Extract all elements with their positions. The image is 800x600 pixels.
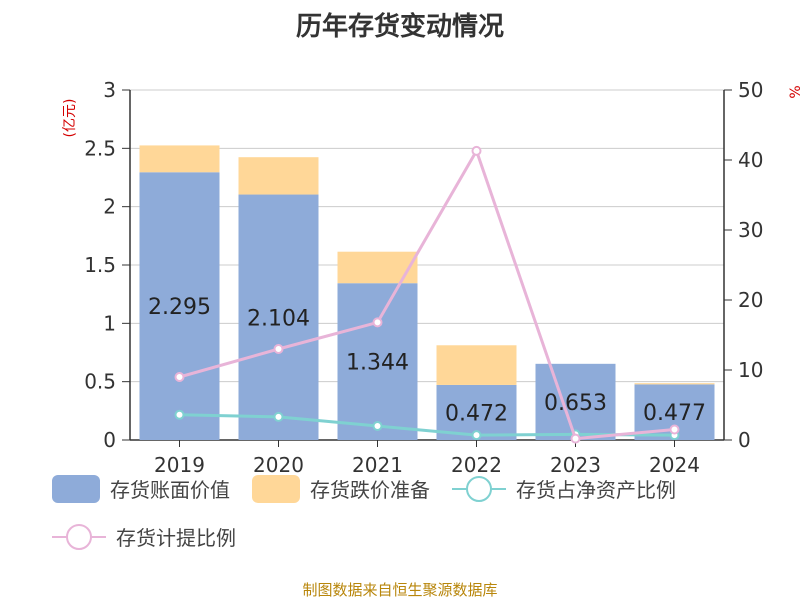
left-axis-tick-label: 0.5: [84, 370, 116, 394]
right-axis-tick-label: 10: [738, 358, 763, 382]
chart-title: 历年存货变动情况: [295, 12, 504, 42]
point-net-asset-ratio: [372, 421, 383, 431]
legend-row-1: 存货账面价值 存货跌价准备 存货占净资产比例: [52, 474, 698, 503]
x-axis-tick-label: 2020: [253, 453, 304, 477]
right-axis-unit-label: %: [788, 85, 800, 98]
right-axis-tick-label: 0: [738, 428, 751, 452]
legend-label-impairment: 存货跌价准备: [310, 478, 430, 502]
bar-impairment: [238, 157, 319, 195]
left-axis-tick-label: 1: [103, 311, 116, 335]
point-net-asset-ratio: [174, 409, 185, 420]
left-axis-tick-label: 0: [103, 428, 116, 452]
line-provision-ratio: [179, 149, 675, 441]
legend-swatch-net-asset-ratio: [452, 475, 506, 503]
legend-row-2: 存货计提比例: [52, 522, 258, 551]
bar-book-value: [139, 172, 220, 440]
right-axis-tick-label: 40: [738, 148, 763, 172]
point-provision-ratio: [273, 344, 284, 354]
legend-swatch-provision-ratio: [52, 523, 106, 551]
legend-item-impairment[interactable]: 存货跌价准备: [252, 474, 430, 503]
right-axis-tick-label: 30: [738, 218, 763, 242]
bar-value-label: 2.104: [247, 306, 310, 331]
legend-label-provision-ratio: 存货计提比例: [116, 526, 236, 550]
left-axis-tick-label: 1.5: [84, 253, 116, 277]
bar-book-value: [238, 194, 319, 440]
x-axis-tick-label: 2022: [451, 453, 502, 477]
legend-label-net-asset-ratio: 存货占净资产比例: [516, 478, 676, 502]
bar-value-label: 0.653: [544, 391, 607, 416]
bar-book-value: [535, 363, 616, 440]
bar-impairment: [436, 345, 517, 385]
legend-item-provision-ratio[interactable]: 存货计提比例: [52, 522, 236, 551]
legend-swatch-book-value: [52, 474, 100, 503]
bar-book-value: [337, 283, 418, 440]
right-axis-tick-label: 50: [738, 78, 763, 102]
bar-impairment: [337, 251, 418, 284]
bar-value-label: 2.295: [148, 295, 211, 320]
right-axis-tick-label: 20: [738, 288, 763, 312]
bar-impairment: [139, 145, 220, 173]
line-net-asset-ratio: [179, 413, 675, 437]
data-source-note: 制图数据来自恒生聚源数据库: [302, 581, 498, 599]
legend-item-book-value[interactable]: 存货账面价值: [52, 474, 230, 503]
bar-value-label: 1.344: [346, 351, 409, 376]
x-axis-tick-label: 2023: [550, 453, 601, 477]
point-provision-ratio: [471, 145, 482, 156]
point-provision-ratio: [669, 424, 680, 435]
legend-label-book-value: 存货账面价值: [110, 478, 230, 502]
bar-value-label: 0.472: [445, 401, 508, 426]
legend-swatch-impairment: [252, 474, 300, 503]
x-axis-tick-label: 2024: [649, 453, 700, 477]
point-provision-ratio: [570, 433, 581, 444]
bar-impairment: [634, 383, 715, 385]
bar-value-label: 0.477: [643, 401, 706, 426]
left-axis-tick-label: 2.5: [84, 136, 116, 160]
point-provision-ratio: [174, 372, 185, 382]
legend-item-net-asset-ratio[interactable]: 存货占净资产比例: [452, 474, 676, 503]
point-net-asset-ratio: [273, 411, 284, 422]
point-provision-ratio: [372, 317, 383, 328]
left-axis-tick-label: 3: [103, 78, 116, 102]
point-net-asset-ratio: [471, 430, 482, 441]
x-axis-tick-label: 2019: [154, 453, 205, 477]
left-axis-unit-label: (亿元): [62, 99, 78, 138]
left-axis-tick-label: 2: [103, 195, 116, 219]
x-axis-tick-label: 2021: [352, 453, 403, 477]
